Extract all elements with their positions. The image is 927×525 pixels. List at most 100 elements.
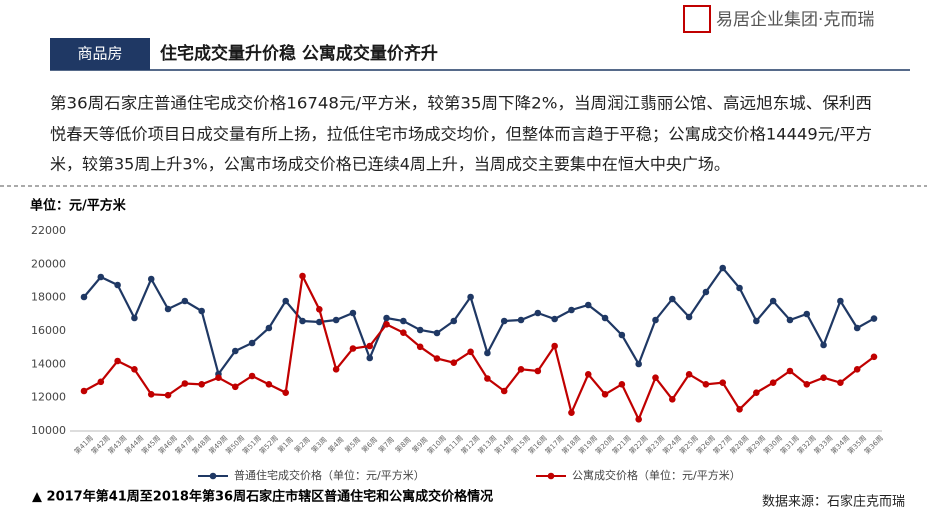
point — [786, 367, 794, 375]
point — [316, 306, 323, 313]
point — [635, 360, 642, 368]
point — [248, 372, 256, 380]
point — [753, 389, 760, 396]
x-tick-label: 第3周 — [309, 435, 328, 454]
point — [299, 317, 306, 325]
point — [837, 297, 844, 305]
legend-marker — [209, 472, 217, 480]
point — [685, 371, 693, 378]
body-line: 米，较第35周上升3%，公寓市场成交价格已连续4周上升，当周成交主要集中在恒大中… — [50, 155, 730, 174]
header-title: 住宅成交量升价稳 公寓成交量价齐升 — [160, 43, 438, 64]
point — [433, 329, 441, 337]
point — [702, 288, 710, 296]
x-tick-label: 第6周 — [360, 435, 379, 454]
x-tick-label: 第1周 — [276, 435, 295, 454]
body-line: 第36周石家庄普通住宅成交价格16748元/平方米，较第35周下降2%，当周润江… — [50, 94, 872, 113]
y-tick-label: 10000 — [31, 424, 66, 437]
x-tick-label: 第8周 — [393, 435, 412, 454]
point — [198, 381, 205, 388]
series-line — [83, 266, 875, 377]
point — [349, 345, 357, 352]
point — [265, 381, 273, 388]
point — [769, 297, 777, 305]
point — [131, 366, 138, 373]
point — [568, 409, 575, 416]
source: 数据来源：石家庄克而瑞 — [762, 494, 905, 510]
legend-marker — [547, 472, 555, 480]
point — [820, 374, 827, 381]
y-tick-label: 20000 — [31, 257, 66, 270]
point — [400, 317, 407, 325]
point — [719, 379, 727, 386]
point — [635, 416, 642, 423]
point — [584, 371, 592, 378]
series-line — [83, 272, 875, 423]
point — [719, 264, 727, 272]
point — [181, 380, 189, 387]
point — [853, 366, 861, 373]
point — [80, 387, 88, 395]
logo-text: 易居企业集团·克而瑞 — [716, 10, 874, 30]
point — [685, 313, 693, 321]
point — [282, 389, 290, 396]
point — [164, 305, 172, 313]
point — [769, 379, 777, 386]
point — [181, 297, 189, 305]
point — [803, 310, 811, 318]
point — [702, 381, 710, 388]
point — [837, 379, 844, 386]
y-tick-label: 12000 — [31, 391, 66, 404]
point — [383, 321, 390, 328]
point — [198, 307, 205, 315]
point — [433, 355, 441, 362]
point — [467, 348, 474, 356]
point — [450, 317, 458, 325]
point — [484, 375, 491, 382]
point — [231, 347, 239, 355]
point — [820, 341, 827, 349]
point — [534, 309, 542, 317]
legend-label: 公寓成交价格（单位：元/平方米） — [572, 468, 741, 482]
point — [601, 391, 609, 398]
point — [332, 366, 340, 373]
point — [80, 293, 88, 301]
point — [652, 374, 659, 381]
point — [332, 316, 340, 324]
point — [114, 357, 121, 365]
point — [584, 301, 592, 309]
point — [534, 367, 542, 375]
point — [366, 354, 374, 362]
x-tick-label: 第7周 — [376, 435, 395, 454]
point — [131, 314, 138, 322]
point — [668, 396, 676, 403]
x-tick-label: 第2周 — [292, 435, 311, 454]
point — [349, 309, 357, 317]
caption: ▲ 2017年第41周至2018年第36周石家庄市辖区普通住宅和公寓成交价格情况 — [32, 489, 493, 505]
y-tick-label: 14000 — [31, 357, 66, 370]
point — [147, 275, 155, 283]
point — [500, 317, 508, 325]
point — [568, 306, 575, 314]
point — [383, 314, 390, 322]
point — [618, 381, 626, 388]
point — [215, 374, 222, 381]
point — [753, 317, 760, 325]
point — [416, 343, 424, 351]
point — [97, 273, 105, 281]
point — [147, 391, 155, 398]
point — [668, 295, 676, 303]
point — [786, 316, 794, 324]
point — [551, 342, 558, 350]
point — [316, 318, 323, 326]
x-tick-label: 第5周 — [343, 435, 362, 454]
point — [736, 284, 743, 292]
y-tick-label: 18000 — [31, 291, 66, 304]
point — [164, 391, 172, 399]
point — [265, 324, 273, 332]
point — [870, 353, 878, 361]
y-tick-label: 22000 — [31, 224, 66, 237]
x-tick-label: 第4周 — [326, 435, 345, 454]
point — [282, 297, 290, 305]
